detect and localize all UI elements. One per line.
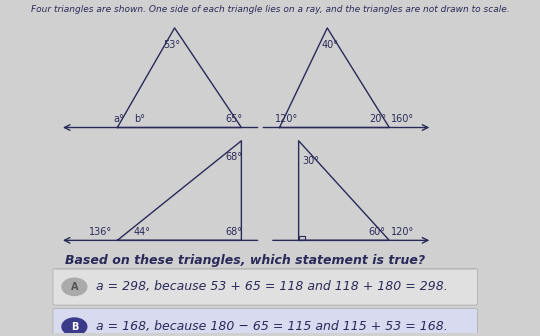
Text: a°: a° bbox=[114, 114, 125, 124]
Text: a = 168, because 180 − 65 = 115 and 115 + 53 = 168.: a = 168, because 180 − 65 = 115 and 115 … bbox=[96, 320, 448, 333]
Text: 53°: 53° bbox=[164, 40, 181, 49]
FancyBboxPatch shape bbox=[53, 308, 477, 336]
Text: 30°: 30° bbox=[302, 156, 320, 166]
Text: 160°: 160° bbox=[391, 114, 414, 124]
Circle shape bbox=[62, 278, 87, 295]
Text: 20°: 20° bbox=[369, 114, 386, 124]
Text: 68°: 68° bbox=[226, 153, 242, 162]
Text: 44°: 44° bbox=[134, 227, 151, 237]
Text: A: A bbox=[71, 282, 78, 292]
Text: b°: b° bbox=[134, 114, 145, 124]
Text: 120°: 120° bbox=[275, 114, 298, 124]
Text: 120°: 120° bbox=[391, 227, 414, 237]
Text: 40°: 40° bbox=[321, 40, 338, 49]
Text: Four triangles are shown. One side of each triangle lies on a ray, and the trian: Four triangles are shown. One side of ea… bbox=[31, 5, 509, 14]
Text: 68°: 68° bbox=[226, 227, 242, 237]
Text: Based on these triangles, which statement is true?: Based on these triangles, which statemen… bbox=[65, 254, 425, 267]
Circle shape bbox=[62, 318, 87, 335]
Text: B: B bbox=[71, 322, 78, 332]
Text: 60°: 60° bbox=[369, 227, 386, 237]
FancyBboxPatch shape bbox=[53, 268, 477, 305]
Text: 136°: 136° bbox=[90, 227, 112, 237]
Text: 65°: 65° bbox=[226, 114, 243, 124]
Text: a = 298, because 53 + 65 = 118 and 118 + 180 = 298.: a = 298, because 53 + 65 = 118 and 118 +… bbox=[96, 280, 448, 293]
